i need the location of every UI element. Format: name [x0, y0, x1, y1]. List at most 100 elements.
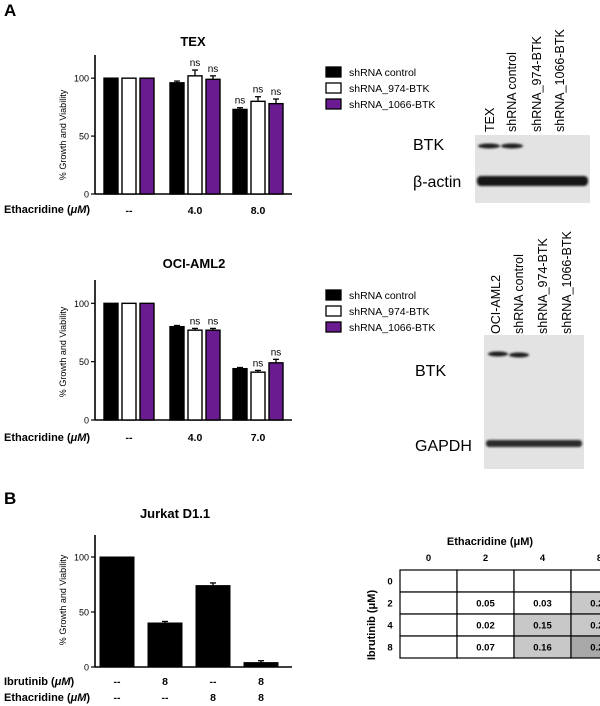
tex-title: TEX: [180, 34, 206, 49]
heatmap-cell-value: 0.05: [476, 599, 495, 610]
oci-ns-annotation: ns: [208, 316, 219, 327]
oci-bar: [188, 330, 202, 420]
heatmap-row-label: 8: [387, 643, 392, 654]
oci-bar: [170, 327, 184, 420]
blot-oci-lane-label: shRNA_1066-BTK: [560, 231, 574, 334]
heatmap-cell-value: 0.20: [590, 599, 600, 610]
oci-y-axis-label: % Growth and Viability: [58, 306, 68, 397]
heatmap-cell-value: 0.15: [533, 621, 552, 632]
tex-category-label: 4.0: [188, 205, 203, 217]
tex-bar: [269, 104, 283, 194]
oci-category-label: 7.0: [251, 432, 266, 444]
heatmap-cell-value: 0.23: [590, 621, 600, 632]
heatmap-cell: [400, 570, 457, 592]
western-blot-tex: BTK β-actin TEX shRNA control shRNA_974-…: [413, 29, 590, 203]
tex-legend-swatch: [326, 67, 341, 77]
tex-legend-label: shRNA_1066-BTK: [349, 99, 435, 111]
heatmap-column-label: 2: [483, 553, 488, 564]
heatmap-cell: [400, 636, 457, 658]
oci-legend-swatch: [326, 290, 341, 300]
oci-y-tick-label: 100: [74, 299, 89, 309]
heatmap-column-label: 4: [540, 553, 546, 564]
oci-legend-label: shRNA_1066-BTK: [349, 322, 435, 334]
jurkat-y-axis-label: % Growth and Viability: [58, 554, 68, 645]
heatmap-cell: [457, 570, 514, 592]
tex-ns-annotation: ns: [271, 87, 282, 98]
oci-x-axis-label: Ethacridine (μM): [4, 432, 90, 444]
oci-category-label: 4.0: [188, 432, 203, 444]
heatmap-row-label: 4: [387, 621, 393, 632]
blot-oci-band-label-btk: BTK: [415, 363, 446, 380]
blot-oci-lane-label: shRNA control: [512, 254, 526, 334]
blot-oci-lane-label: OCI-AML2: [489, 275, 503, 334]
tex-y-tick-label: 50: [79, 132, 89, 142]
heatmap-cell-value: 0.16: [533, 643, 552, 654]
tex-x-axis-label: Ethacridine (μM): [4, 204, 90, 216]
tex-bar: [251, 101, 265, 194]
heatmap-cell-value: 0.07: [476, 643, 495, 654]
blot-tex-band-label-actin: β-actin: [413, 174, 461, 191]
tex-category-label: 8.0: [251, 205, 266, 217]
blot-tex-actin-band: [477, 176, 588, 186]
jurkat-ibrutinib-value: --: [114, 676, 121, 688]
oci-legend-swatch: [326, 306, 341, 316]
panel-label-b: B: [4, 489, 16, 508]
jurkat-y-tick-label: 0: [84, 663, 89, 673]
tex-bar: [188, 76, 202, 194]
heatmap-row-title: Ibrutinib (μM): [366, 590, 378, 661]
oci-ns-annotation: ns: [271, 347, 282, 358]
tex-y-tick-label: 0: [84, 190, 89, 200]
tex-ns-annotation: ns: [253, 85, 264, 96]
tex-bar-chart: TEX % Growth and Viability Ethacridine (…: [4, 34, 435, 217]
heatmap-cell: [400, 614, 457, 636]
blot-oci-gapdh-band: [486, 440, 582, 447]
tex-category-label: --: [126, 205, 133, 217]
blot-tex-btk-band-2: [501, 144, 523, 149]
oci-legend-label: shRNA control: [349, 290, 416, 302]
jurkat-ibrutinib-label: Ibrutinib (μM): [4, 676, 75, 688]
figure-canvas: A B TEX % Growth and Viability Ethacridi…: [0, 0, 600, 706]
tex-ns-annotation: ns: [235, 96, 246, 107]
tex-legend-label: shRNA control: [349, 67, 416, 79]
heatmap-cell-value: 0.02: [476, 621, 495, 632]
oci-bar: [251, 372, 265, 420]
jurkat-ibrutinib-value: 8: [258, 676, 264, 688]
jurkat-ethacridine-value: --: [162, 692, 169, 704]
blot-tex-lane-label: shRNA control: [505, 52, 519, 132]
jurkat-bar: [148, 623, 182, 667]
oci-legend-swatch: [326, 322, 341, 332]
synergy-heatmap: Ethacridine (μM) Ibrutinib (μM) 0 2 4 8 0 2 0.…: [366, 536, 600, 660]
jurkat-ethacridine-label: Ethacridine (μM): [4, 692, 90, 704]
heatmap-cell: [514, 570, 571, 592]
blot-tex-lane-label: shRNA_1066-BTK: [553, 29, 567, 132]
oci-bar: [233, 369, 247, 420]
heatmap-row-label: 0: [387, 577, 392, 588]
tex-ns-annotation: ns: [190, 58, 201, 69]
blot-tex-lane-label: TEX: [483, 107, 497, 132]
tex-y-axis-label: % Growth and Viability: [58, 89, 68, 180]
jurkat-bar: [244, 663, 278, 667]
tex-ns-annotation: ns: [208, 64, 219, 75]
jurkat-bar: [100, 557, 134, 667]
tex-legend-swatch: [326, 83, 341, 93]
jurkat-y-tick-label: 50: [79, 608, 89, 618]
panel-label-a: A: [4, 1, 16, 20]
jurkat-ethacridine-value: 8: [210, 692, 216, 704]
heatmap-cell-value: 0.03: [533, 599, 552, 610]
tex-y-tick-label: 100: [74, 74, 89, 84]
heatmap-cell: [400, 592, 457, 614]
jurkat-ethacridine-value: --: [114, 692, 121, 704]
oci-bar: [122, 303, 136, 420]
oci-aml2-bar-chart: OCI-AML2 % Growth and Viability Ethacrid…: [4, 256, 435, 444]
tex-legend-label: shRNA_974-BTK: [349, 83, 430, 95]
jurkat-ethacridine-value: 8: [258, 692, 264, 704]
blot-oci-band-label-gapdh: GAPDH: [415, 438, 472, 455]
tex-bar: [122, 78, 136, 194]
blot-tex-lane-label: shRNA_974-BTK: [530, 35, 544, 132]
oci-bar: [206, 330, 220, 420]
jurkat-title: Jurkat D1.1: [140, 506, 210, 521]
heatmap-column-label: 0: [426, 553, 431, 564]
blot-tex-band-label-btk: BTK: [413, 137, 444, 154]
heatmap-cell: [571, 570, 600, 592]
oci-bar: [104, 303, 118, 420]
